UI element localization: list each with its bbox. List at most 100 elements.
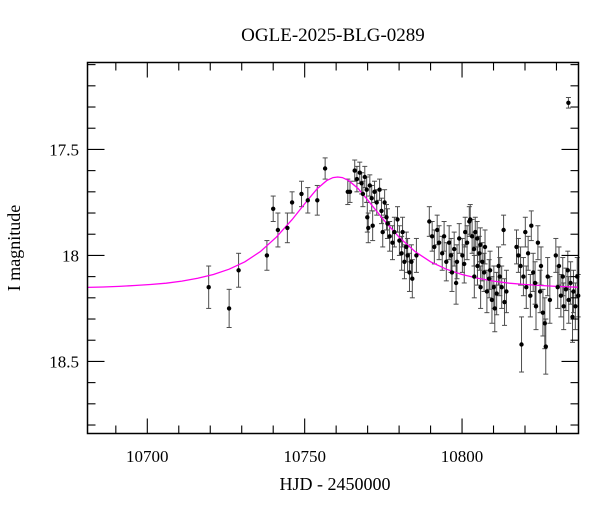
data-point [399,251,404,256]
data-point [486,276,492,281]
data-point [570,314,575,320]
data-point [457,236,462,241]
y-tick-label: 18 [62,246,79,265]
data-point [410,276,415,281]
data-point [365,215,370,220]
data-point [359,181,364,186]
data-point [531,270,536,275]
data-point [402,259,407,264]
data-point [542,321,547,326]
data-point [532,280,538,286]
data-point [271,206,276,211]
data-point [400,229,405,235]
data-point [387,234,392,239]
plot-title: OGLE-2025-BLG-0289 [241,25,425,46]
x-tick-label: 10800 [441,447,484,466]
data-point [367,183,372,188]
data-point [523,229,528,235]
data-point [555,285,560,290]
data-point [462,261,467,267]
data-point [489,297,495,303]
data-point [558,293,564,298]
data-point [463,229,468,235]
data-point [285,225,290,231]
data-point [407,270,412,275]
data-point [477,251,482,256]
data-point [362,174,367,180]
data-point [566,100,571,106]
data-point [518,263,523,269]
y-axis-label: I magnitude [4,205,24,291]
data-point [514,244,519,250]
data-point [529,223,534,228]
data-point [545,274,550,279]
data-point [553,253,558,258]
data-point [492,306,497,311]
data-point [478,285,483,290]
data-point [481,270,487,275]
data-point [560,274,565,279]
data-point [392,229,397,235]
tick-labels-group: 10700 10750 10800 17.5 18 18.5 [49,140,483,466]
data-point [379,208,384,214]
data-point [236,268,241,273]
data-point [385,221,390,226]
data-point [460,253,465,258]
data-point [501,227,506,233]
data-point [380,229,385,235]
data-point [468,217,473,222]
model-curve-group [87,176,579,289]
data-point [226,306,232,311]
data-point [528,293,533,298]
data-point [289,200,295,205]
data-point [372,189,377,194]
data-point [473,229,478,235]
data-point [404,244,409,250]
axes-frame-group [86,61,580,435]
data-point [538,263,544,269]
data-point [448,253,454,258]
data-point [561,304,566,309]
data-point [299,191,304,197]
data-point [206,285,211,290]
data-point [374,200,379,205]
x-axis-label: HJD - 2450000 [280,474,391,494]
data-point [409,259,414,264]
data-point [264,253,270,258]
x-tick-label: 10750 [283,447,326,466]
data-points-group [206,100,581,349]
data-point [537,289,543,294]
data-point [556,263,562,269]
data-point [364,187,369,192]
data-point [484,289,490,294]
data-point [432,244,437,250]
data-point [369,196,374,201]
x-tick-label: 10700 [126,447,169,466]
data-point [444,259,449,264]
data-point [414,253,419,258]
data-point [566,297,571,303]
data-point [535,240,541,245]
data-point [472,274,477,279]
data-point [478,242,483,247]
data-point [482,244,488,250]
plot-frame [86,61,580,435]
data-point [354,176,360,182]
model-curve [87,176,579,289]
data-point [494,291,499,296]
data-point [322,166,328,171]
data-point [446,240,452,245]
data-point [563,287,569,292]
data-point [543,344,548,349]
y-tick-label: 17.5 [49,140,79,159]
data-point [390,240,395,245]
data-point [521,274,526,279]
data-point [475,263,480,269]
data-point [449,270,455,275]
data-point [397,238,402,243]
data-point [504,289,509,294]
data-point [360,191,366,197]
data-point [487,268,493,273]
data-point [547,297,553,303]
